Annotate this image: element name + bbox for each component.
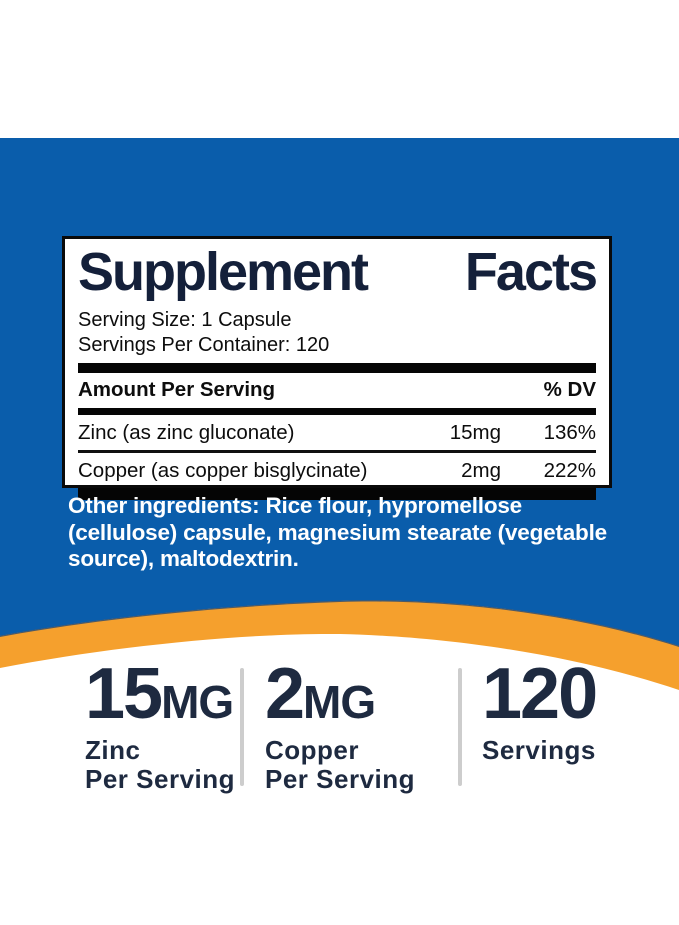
ingredient-amount: 15mg <box>449 420 501 444</box>
column-divider <box>458 668 462 786</box>
divider-bar-thick <box>78 362 596 373</box>
supplement-facts-panel: Supplement Facts Serving Size: 1 Capsule… <box>62 236 612 500</box>
zinc-label-line1: Zinc <box>85 735 141 766</box>
highlight-servings: 120 Servings <box>482 658 598 766</box>
header-percent-dv: % DV <box>543 377 596 401</box>
orange-swoosh-shape <box>0 601 679 690</box>
copper-label-line2: Per Serving <box>265 764 416 795</box>
other-ingredients-text: Other ingredients: Rice flour, hypromell… <box>68 493 607 572</box>
serving-info: Serving Size: 1 Capsule Servings Per Con… <box>78 308 596 358</box>
ingredient-name: Copper (as copper bisglycinate) <box>78 458 368 482</box>
panel-title-word1: Supplement <box>78 242 369 302</box>
divider-rule-thin <box>78 449 596 453</box>
ingredient-name: Zinc (as zinc gluconate) <box>78 420 295 444</box>
copper-label-line1: Copper <box>265 735 359 766</box>
zinc-amount-number: 15 <box>85 654 163 734</box>
ingredient-dv: 222% <box>543 458 596 482</box>
highlight-zinc: 15MG Zinc Per Serving <box>85 658 236 795</box>
highlight-copper-value: 2MG <box>265 658 415 730</box>
copper-amount-number: 2 <box>265 654 305 734</box>
highlight-servings-value: 120 <box>482 658 598 730</box>
servings-per-container-line: Servings Per Container: 120 <box>78 333 330 356</box>
copper-amount-unit: MG <box>303 676 376 728</box>
servings-label-line1: Servings <box>482 735 596 766</box>
servings-count-number: 120 <box>482 654 598 734</box>
serving-size-line: Serving Size: 1 Capsule <box>78 308 292 331</box>
zinc-label-line2: Per Serving <box>85 764 236 795</box>
highlight-zinc-value: 15MG <box>85 658 235 730</box>
divider-bar-bottom <box>78 487 596 500</box>
table-header-row: Amount Per Serving % DV <box>78 373 596 408</box>
panel-title: Supplement Facts <box>78 242 598 302</box>
table-row: Copper (as copper bisglycinate) 2mg 222% <box>78 453 596 488</box>
column-divider <box>240 668 244 786</box>
zinc-amount-unit: MG <box>161 676 234 728</box>
header-amount-per-serving: Amount Per Serving <box>78 377 276 401</box>
panel-title-word2: Facts <box>464 242 598 302</box>
ingredient-dv: 136% <box>543 420 596 444</box>
table-row: Zinc (as zinc gluconate) 15mg 136% <box>78 415 596 450</box>
highlight-copper: 2MG Copper Per Serving <box>265 658 416 795</box>
ingredient-amount: 2mg <box>461 458 501 482</box>
divider-bar-medium <box>78 407 596 415</box>
